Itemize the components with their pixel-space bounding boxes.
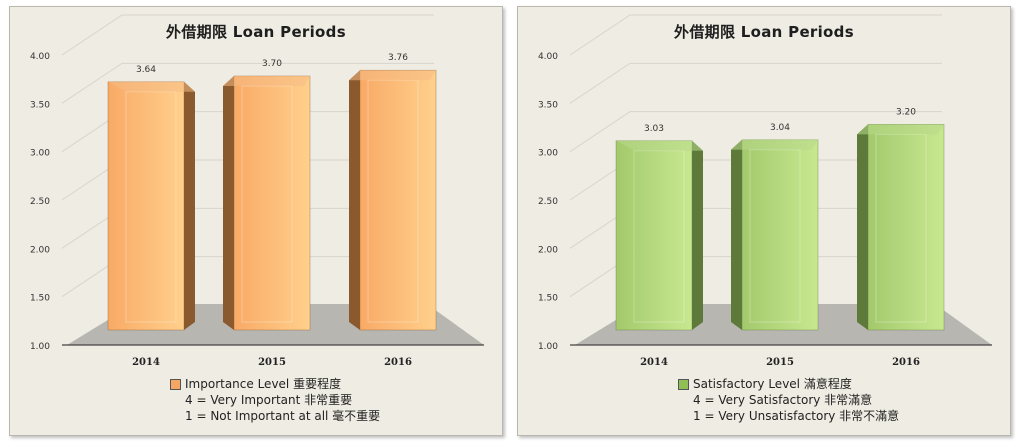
bar-side <box>223 76 234 330</box>
bar-chart-satisfaction: 1.00 1.50 2.00 2.50 3.00 3.50 4.00 3.03 2014 3.04… <box>538 14 992 368</box>
data-label: 3.20 <box>896 107 916 117</box>
y-tick-label: 1.00 <box>30 342 50 352</box>
y-tick-label: 2.50 <box>30 197 50 207</box>
data-label: 3.03 <box>644 124 664 134</box>
gridline <box>61 62 434 104</box>
bar-top <box>731 139 818 150</box>
bar <box>359 69 437 331</box>
bar-top <box>616 140 703 151</box>
y-tick-label: 2.50 <box>538 197 558 207</box>
x-tick-label: 2016 <box>892 357 920 368</box>
data-label: 3.76 <box>388 53 408 63</box>
bar-side <box>692 140 703 330</box>
chart-title: 外借期限 Loan Periods <box>674 23 854 41</box>
data-label: 3.70 <box>262 59 282 69</box>
bar-side <box>184 81 195 330</box>
chart-panel-satisfaction: 外借期限 Loan Periods 1.00 1.50 2.00 2.50 3.00 3.… <box>517 6 1011 436</box>
y-tick-label: 2.00 <box>30 245 50 255</box>
bar <box>107 81 185 331</box>
bar-inner-edge <box>875 133 927 323</box>
x-tick-label: 2014 <box>132 357 160 368</box>
bar-side <box>857 124 868 330</box>
chart-title: 外借期限 Loan Periods <box>166 23 346 41</box>
legend-swatch <box>170 378 181 390</box>
y-tick-label: 1.00 <box>538 342 558 352</box>
bar-top <box>857 124 944 135</box>
x-tick-label: 2016 <box>384 357 412 368</box>
x-tick-label: 2015 <box>766 357 794 368</box>
y-tick-label: 3.50 <box>538 100 558 110</box>
y-tick-label: 4.00 <box>30 52 50 62</box>
bar <box>741 139 819 331</box>
y-tick-label: 3.00 <box>538 149 558 159</box>
legend-scale-high: 4 = Very Important 非常重要 <box>185 393 353 407</box>
data-label: 3.64 <box>136 65 156 75</box>
bar-side <box>349 70 360 330</box>
legend-entry: Satisfactory Level 滿意程度 <box>678 376 899 392</box>
gridline <box>569 111 942 153</box>
bar <box>867 124 945 331</box>
legend-scale-low: 1 = Very Unsatisfactory 非常不滿意 <box>693 409 900 423</box>
chart-legend: Importance Level 重要程度 4 = Very Important… <box>170 376 380 424</box>
data-label: 3.04 <box>770 123 790 133</box>
y-tick-label: 3.00 <box>30 149 50 159</box>
legend-swatch <box>678 378 689 390</box>
chart-legend: Satisfactory Level 滿意程度 4 = Very Satisfa… <box>678 376 899 424</box>
x-tick-label: 2014 <box>640 357 668 368</box>
chart-panel-importance: 外借期限 Loan Periods 1.00 1.50 2.00 2.50 3.00 3.… <box>9 6 503 436</box>
bar-side <box>731 139 742 330</box>
bar <box>233 75 311 331</box>
legend-scale-low: 1 = Not Important at all 毫不重要 <box>185 409 381 423</box>
y-tick-label: 1.50 <box>538 294 558 304</box>
legend-entry: Importance Level 重要程度 <box>170 376 380 392</box>
y-tick-label: 4.00 <box>538 52 558 62</box>
legend-series-label: Satisfactory Level 滿意程度 <box>693 377 852 391</box>
legend-series-label: Importance Level 重要程度 <box>185 377 342 391</box>
y-tick-label: 1.50 <box>30 294 50 304</box>
bar-top <box>108 81 195 92</box>
bar <box>615 140 693 331</box>
gridline <box>61 14 434 56</box>
y-tick-label: 3.50 <box>30 100 50 110</box>
bar-top <box>223 76 310 86</box>
gridline <box>569 62 942 104</box>
y-tick-label: 2.00 <box>538 245 558 255</box>
x-tick-label: 2015 <box>258 357 286 368</box>
gridline <box>569 14 942 56</box>
bar-top <box>349 70 436 81</box>
legend-scale-high: 4 = Very Satisfactory 非常滿意 <box>693 393 873 407</box>
bar-chart-importance: 1.00 1.50 2.00 2.50 3.00 3.50 4.00 3.64 2014 3.70… <box>30 14 484 368</box>
